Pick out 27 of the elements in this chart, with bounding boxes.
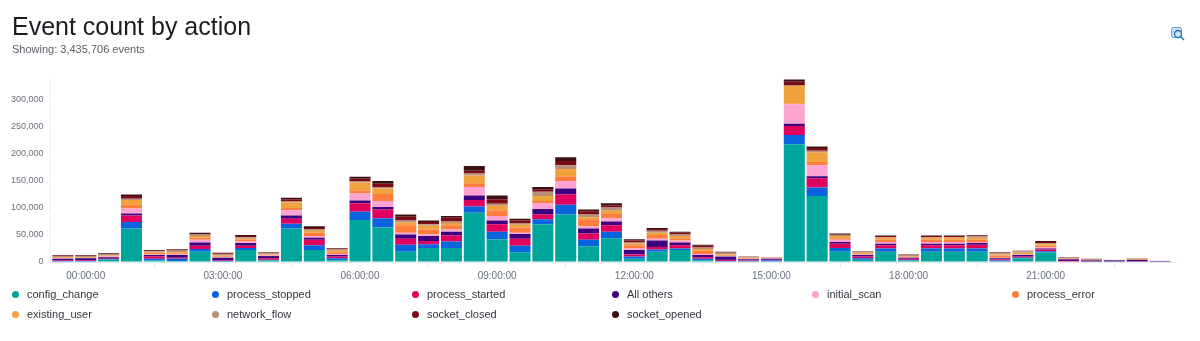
y-tick-label: 100,000 xyxy=(10,202,44,213)
y-tick-label: 250,000 xyxy=(10,121,44,132)
y-tick-label: 150,000 xyxy=(10,175,44,186)
legend-label: existing_user xyxy=(26,308,93,320)
x-tick-label: 21:00:00 xyxy=(1026,269,1066,281)
legend-label: config_change xyxy=(26,288,100,300)
y-tick-label: 300,000 xyxy=(10,94,44,105)
legend-label: network_flow xyxy=(226,308,293,320)
legend-label: initial_scan xyxy=(826,288,883,300)
chart-title: Event count by action xyxy=(12,12,252,41)
legend-label: process_started xyxy=(426,288,507,300)
x-tick-label: 00:00:00 xyxy=(66,269,106,281)
x-tick-label: 18:00:00 xyxy=(889,269,929,281)
x-tick-label: 12:00:00 xyxy=(614,269,655,281)
x-tick-label: 03:00:00 xyxy=(203,269,243,281)
y-tick-label: 0 xyxy=(38,256,44,267)
legend-label: socket_closed xyxy=(426,308,498,320)
x-tick-label: 06:00:00 xyxy=(340,269,380,281)
legend-label: process_stopped xyxy=(226,288,312,300)
legend-label: All others xyxy=(626,288,674,300)
x-tick-label: 09:00:00 xyxy=(477,269,518,281)
chart-subtitle: Showing: 3,435,706 events xyxy=(12,43,145,55)
x-tick-label: 15:00:00 xyxy=(751,269,792,281)
legend-label: socket_opened xyxy=(626,308,703,320)
legend-label: process_error xyxy=(1026,288,1096,300)
y-tick-label: 200,000 xyxy=(10,148,44,159)
y-tick-label: 50,000 xyxy=(16,229,44,240)
